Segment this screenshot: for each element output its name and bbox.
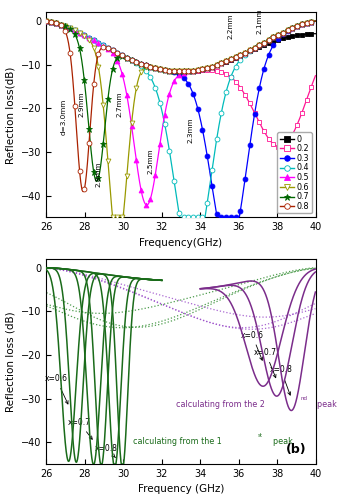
Text: d=3.0mm: d=3.0mm xyxy=(61,98,67,134)
Text: 2.3mm: 2.3mm xyxy=(188,118,194,144)
Text: peak: peak xyxy=(312,400,337,408)
Y-axis label: Reflection loss(dB): Reflection loss(dB) xyxy=(5,66,15,164)
Text: x=0.6: x=0.6 xyxy=(44,374,68,404)
Text: 2.1mm: 2.1mm xyxy=(257,9,263,34)
Text: calculating from the 2: calculating from the 2 xyxy=(176,400,264,408)
Text: x=0.8: x=0.8 xyxy=(269,366,292,395)
Legend: 0, 0.2, 0.3, 0.4, 0.5, 0.6, 0.7, 0.8: 0, 0.2, 0.3, 0.4, 0.5, 0.6, 0.7, 0.8 xyxy=(277,132,312,214)
X-axis label: Frequency(GHz): Frequency(GHz) xyxy=(140,238,223,248)
Text: calculating from the 1: calculating from the 1 xyxy=(133,436,221,446)
Text: peak: peak xyxy=(268,436,293,446)
X-axis label: Frequency (GHz): Frequency (GHz) xyxy=(138,484,224,494)
Text: x=0.7: x=0.7 xyxy=(254,348,277,378)
Text: 2.7mm: 2.7mm xyxy=(117,92,122,117)
Text: x=0.8: x=0.8 xyxy=(95,444,118,458)
Text: x=0.7: x=0.7 xyxy=(68,418,92,440)
Y-axis label: Reflection loss (dB): Reflection loss (dB) xyxy=(5,311,15,412)
Text: (a): (a) xyxy=(286,196,306,209)
Text: x=0.6: x=0.6 xyxy=(241,330,264,360)
Text: nd: nd xyxy=(301,396,308,402)
Text: 2.5mm: 2.5mm xyxy=(147,148,153,174)
Text: 2.8mm: 2.8mm xyxy=(95,162,101,187)
Text: st: st xyxy=(258,434,263,438)
Text: (b): (b) xyxy=(286,443,306,456)
Text: 2.2mm: 2.2mm xyxy=(228,13,234,38)
Text: 2.9mm: 2.9mm xyxy=(78,92,84,117)
